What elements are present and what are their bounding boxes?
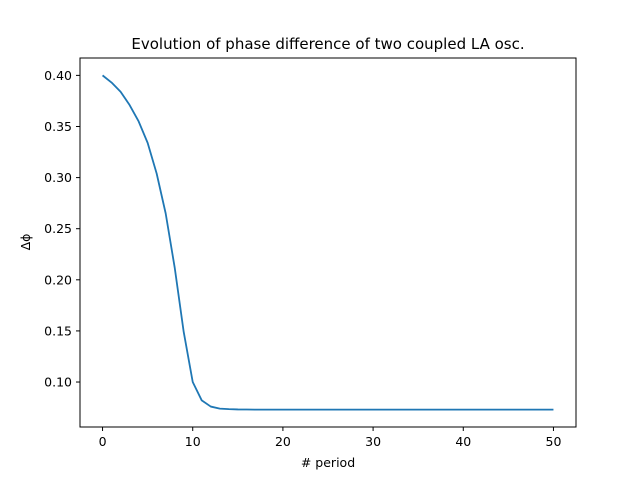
y-axis-label: Δϕ <box>18 234 33 251</box>
y-tick-label: 0.25 <box>44 221 72 236</box>
y-tick-label: 0.15 <box>44 323 72 338</box>
series-line <box>101 74 554 411</box>
y-tick-label: 0.20 <box>44 272 72 287</box>
x-tick-label: 40 <box>455 434 471 449</box>
x-axis-label: # period <box>301 455 355 470</box>
x-tick-label: 20 <box>275 434 291 449</box>
x-tick-label: 30 <box>365 434 381 449</box>
axis-ticks: 0 10 20 30 40 50 0.10 0.15 0.20 0.25 0.30 0.35 0.40 <box>44 68 561 449</box>
plot-area <box>80 58 576 427</box>
y-tick-label: 0.30 <box>44 170 72 185</box>
x-tick-label: 50 <box>546 434 562 449</box>
x-tick-label: 0 <box>99 434 107 449</box>
series-group <box>101 74 554 411</box>
y-tick-label: 0.40 <box>44 68 72 83</box>
chart-title: Evolution of phase difference of two cou… <box>131 35 524 53</box>
y-tick-label: 0.35 <box>44 119 72 134</box>
x-tick-label: 10 <box>185 434 201 449</box>
plot-frame <box>79 57 577 428</box>
y-tick-label: 0.10 <box>44 375 72 390</box>
